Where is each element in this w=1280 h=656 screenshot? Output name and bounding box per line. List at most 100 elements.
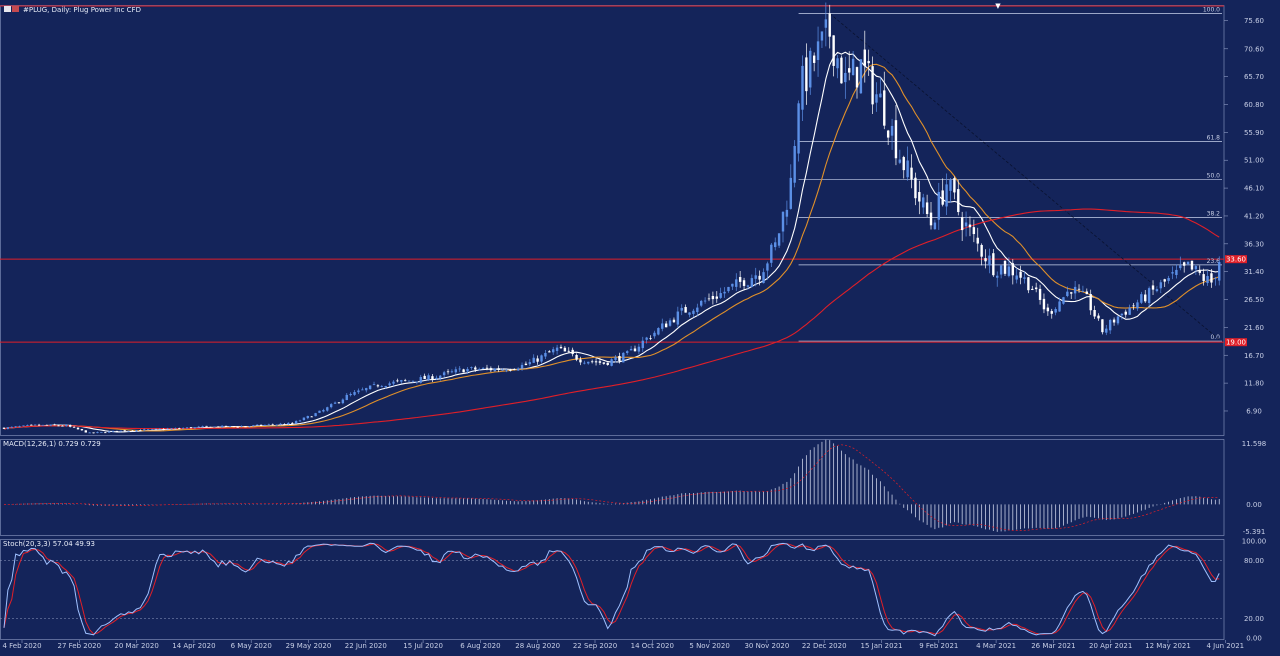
candle-body[interactable] (583, 362, 586, 364)
candle-body[interactable] (365, 388, 368, 391)
candle-body[interactable] (431, 376, 434, 381)
candle-body[interactable] (61, 425, 64, 427)
candle-body[interactable] (1136, 302, 1139, 309)
candle-body[interactable] (248, 426, 251, 428)
candle-body[interactable] (252, 425, 255, 427)
moving-average-line[interactable] (3, 63, 1220, 432)
candle-body[interactable] (937, 191, 940, 220)
candle-body[interactable] (1214, 277, 1217, 279)
candle-body[interactable] (123, 430, 126, 432)
candle-body[interactable] (960, 217, 964, 231)
candle-body[interactable] (368, 385, 372, 390)
candle-body[interactable] (458, 368, 461, 370)
candle-body[interactable] (949, 179, 952, 191)
candle-body[interactable] (906, 160, 909, 178)
candle-body[interactable] (1159, 282, 1163, 289)
candle-body[interactable] (1112, 319, 1116, 323)
candle-body[interactable] (107, 431, 111, 433)
candle-body[interactable] (777, 233, 781, 246)
candle-body[interactable] (127, 430, 130, 432)
candle-body[interactable] (446, 371, 450, 373)
candle-body[interactable] (789, 177, 792, 209)
candle-body[interactable] (925, 202, 929, 214)
candle-body[interactable] (641, 340, 644, 349)
candle-body[interactable] (279, 423, 282, 425)
candle-body[interactable] (220, 425, 224, 428)
candle-body[interactable] (100, 431, 103, 433)
candle-body[interactable] (540, 355, 543, 362)
candle-body[interactable] (637, 346, 641, 352)
candle-body[interactable] (45, 424, 49, 426)
candle-body[interactable] (1019, 271, 1022, 278)
candle-body[interactable] (10, 426, 13, 428)
candle-body[interactable] (14, 426, 17, 428)
candle-body[interactable] (283, 424, 286, 425)
candle-body[interactable] (92, 432, 95, 434)
candle-body[interactable] (1015, 275, 1018, 280)
candle-body[interactable] (1132, 305, 1135, 307)
candle-body[interactable] (828, 13, 831, 37)
candle-body[interactable] (454, 369, 458, 373)
candle-body[interactable] (590, 361, 594, 363)
candle-body[interactable] (1206, 276, 1209, 284)
candle-body[interactable] (797, 103, 800, 154)
candle-body[interactable] (886, 130, 890, 138)
candle-body[interactable] (131, 430, 134, 432)
candle-body[interactable] (1198, 270, 1201, 273)
candle-body[interactable] (450, 371, 454, 373)
candle-body[interactable] (528, 362, 532, 365)
candle-body[interactable] (372, 384, 376, 385)
candle-body[interactable] (263, 425, 267, 426)
candle-body[interactable] (26, 425, 29, 426)
candle-body[interactable] (988, 255, 991, 266)
candle-body[interactable] (801, 65, 804, 110)
candle-body[interactable] (493, 368, 496, 372)
candle-body[interactable] (836, 58, 839, 69)
candle-body[interactable] (6, 427, 10, 429)
candle-body[interactable] (555, 347, 559, 351)
candle-body[interactable] (400, 380, 403, 382)
candle-body[interactable] (922, 197, 925, 208)
candle-body[interactable] (738, 277, 742, 282)
candle-body[interactable] (844, 72, 847, 83)
candle-body[interactable] (392, 381, 395, 384)
candle-body[interactable] (703, 300, 707, 302)
candle-body[interactable] (294, 421, 298, 424)
candle-body[interactable] (871, 66, 874, 105)
candle-body[interactable] (509, 369, 512, 371)
candle-body[interactable] (820, 31, 824, 41)
candle-body[interactable] (1218, 262, 1221, 281)
candle-body[interactable] (193, 427, 197, 429)
chart-shift-marker-icon[interactable]: ▼ (995, 2, 1001, 10)
candle-body[interactable] (2, 427, 6, 429)
candle-body[interactable] (668, 320, 672, 326)
candle-body[interactable] (1066, 291, 1069, 297)
candle-body[interactable] (72, 426, 76, 428)
candle-body[interactable] (513, 369, 516, 370)
candle-body[interactable] (606, 362, 609, 365)
candle-body[interactable] (353, 392, 356, 395)
candle-body[interactable] (411, 380, 415, 382)
candle-body[interactable] (984, 258, 987, 262)
candle-body[interactable] (185, 427, 189, 429)
candle-body[interactable] (271, 424, 274, 426)
candle-body[interactable] (848, 68, 851, 73)
candle-body[interactable] (18, 426, 21, 428)
candle-body[interactable] (832, 35, 835, 66)
candle-body[interactable] (762, 272, 765, 284)
candle-body[interactable] (104, 432, 107, 434)
candle-body[interactable] (209, 426, 212, 428)
candle-body[interactable] (524, 363, 528, 365)
candle-body[interactable] (322, 410, 325, 412)
candle-body[interactable] (563, 347, 567, 352)
candle-body[interactable] (1124, 311, 1127, 315)
candle-body[interactable] (918, 192, 921, 202)
candle-body[interactable] (805, 57, 808, 92)
candle-body[interactable] (548, 351, 551, 353)
candle-body[interactable] (622, 352, 625, 363)
candle-body[interactable] (696, 307, 699, 313)
candle-body[interactable] (30, 424, 33, 426)
candle-body[interactable] (1210, 273, 1213, 283)
candle-body[interactable] (536, 358, 539, 362)
